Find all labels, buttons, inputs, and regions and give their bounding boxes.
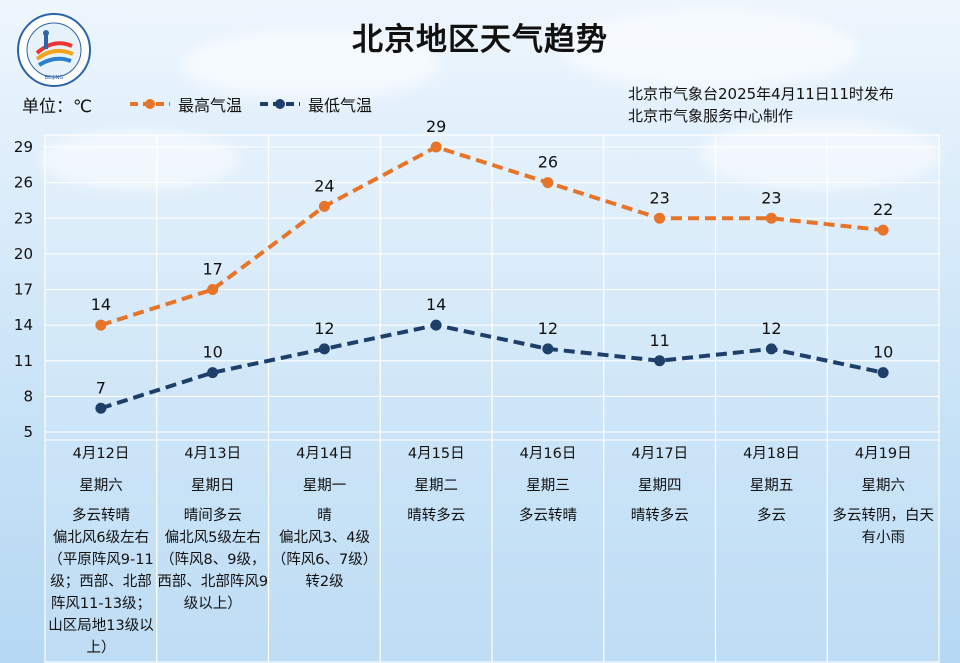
day-wind: 偏北风3、4级（阵风6、7级）转2级 <box>271 530 378 590</box>
data-label: 24 <box>314 176 334 195</box>
data-label: 12 <box>761 319 781 338</box>
day-column: 4月19日星期六多云转阴，白天有小雨 <box>827 440 939 549</box>
legend-high-label: 最高气温 <box>178 96 243 115</box>
day-wind: 偏北风5级左右（阵风8、9级，西部、北部阵风9级以上） <box>157 530 269 612</box>
cloud-decoration <box>180 30 440 100</box>
publisher-line-2: 北京市气象服务中心制作 <box>628 107 794 125</box>
y-tick-label: 20 <box>14 245 33 263</box>
day-weather: 晴 <box>317 508 332 524</box>
data-point <box>207 284 219 295</box>
day-date: 4月18日 <box>743 446 800 462</box>
day-column: 4月12日星期六多云转晴偏北风6级左右（平原阵风9-11级；西部、北部阵风11-… <box>45 440 157 659</box>
data-label: 23 <box>761 188 781 207</box>
day-weather: 多云 <box>757 508 786 524</box>
day-date: 4月17日 <box>631 446 689 462</box>
data-point <box>765 212 777 224</box>
day-weather: 晴转多云 <box>630 508 689 524</box>
data-label: 14 <box>91 295 111 314</box>
data-point <box>318 343 330 355</box>
data-point <box>430 141 442 153</box>
cloud-decoration <box>700 120 940 190</box>
y-tick-label: 17 <box>14 281 33 299</box>
series-line-high <box>100 145 884 328</box>
legend-low-temp: 最低气温 <box>258 92 372 116</box>
data-label: 29 <box>426 117 446 136</box>
y-tick-label: 26 <box>14 174 33 192</box>
data-label: 12 <box>314 319 334 338</box>
y-tick-label: 8 <box>23 387 33 405</box>
day-weekday: 星期日 <box>191 478 235 494</box>
day-column: 4月14日星期一晴偏北风3、4级（阵风6、7级）转2级 <box>269 440 381 593</box>
day-date: 4月14日 <box>296 446 353 462</box>
day-date: 4月16日 <box>519 446 577 462</box>
data-label: 7 <box>96 378 106 397</box>
day-column: 4月17日星期四晴转多云 <box>604 440 716 527</box>
data-label: 26 <box>538 153 558 172</box>
day-weather: 多云转晴 <box>72 508 130 524</box>
data-label: 17 <box>202 260 222 279</box>
data-point <box>542 177 554 189</box>
legend-high-temp: 最高气温 <box>128 92 242 116</box>
data-label: 14 <box>426 295 446 314</box>
day-weekday: 星期二 <box>414 478 459 494</box>
series-line-low <box>100 323 884 411</box>
day-wind: 偏北风6级左右（平原阵风9-11级；西部、北部阵风11-13级；山区局地13级以… <box>48 530 154 656</box>
day-column: 4月15日星期二晴转多云 <box>380 440 492 527</box>
publisher-line-1: 北京市气象台2025年4月11日11时发布 <box>628 85 894 103</box>
data-label: 23 <box>649 188 669 207</box>
day-date: 4月15日 <box>407 446 465 462</box>
day-column: 4月16日星期三多云转晴 <box>492 440 604 527</box>
day-weather: 晴间多云 <box>183 508 242 524</box>
data-point <box>542 343 554 355</box>
legend-high-swatch <box>130 99 170 109</box>
day-weekday: 星期一 <box>302 478 347 494</box>
day-column: 4月18日星期五多云 <box>716 440 828 527</box>
day-weekday: 星期三 <box>526 478 570 494</box>
unit-label: 单位：℃ <box>22 97 93 117</box>
y-tick-label: 23 <box>14 209 33 227</box>
day-weather: 多云转晴 <box>519 508 577 524</box>
cloud-decoration <box>40 130 240 190</box>
meteorological-service-logo: BEIJING <box>17 13 91 87</box>
day-column: 4月13日星期日晴间多云偏北风5级左右（阵风8、9级，西部、北部阵风9级以上） <box>157 440 269 615</box>
data-point <box>318 200 330 212</box>
data-point <box>430 319 442 331</box>
y-tick-label: 14 <box>14 316 33 334</box>
legend-low-label: 最低气温 <box>308 96 373 115</box>
data-point <box>207 367 219 379</box>
data-point <box>95 319 107 331</box>
day-weather: 多云转阴，白天有小雨 <box>832 508 935 546</box>
y-tick-label: 11 <box>14 352 33 370</box>
day-weekday: 星期六 <box>861 478 906 494</box>
svg-text:BEIJING: BEIJING <box>45 75 64 81</box>
data-label: 22 <box>873 200 893 219</box>
data-point <box>877 224 889 236</box>
data-label: 10 <box>873 343 893 362</box>
data-point <box>654 355 666 367</box>
day-weather: 晴转多云 <box>407 508 466 524</box>
y-tick-label: 5 <box>23 423 33 441</box>
data-point <box>765 343 777 355</box>
page-title: 北京地区天气趋势 <box>352 22 608 58</box>
data-point <box>95 402 107 414</box>
day-date: 4月13日 <box>184 446 242 462</box>
legend-low-swatch <box>260 99 300 109</box>
day-date: 4月19日 <box>854 446 912 462</box>
cloud-decoration <box>560 10 860 90</box>
day-weekday: 星期五 <box>749 478 794 494</box>
data-point <box>877 367 889 379</box>
day-weekday: 星期六 <box>79 478 123 494</box>
data-point <box>654 212 666 224</box>
day-weekday: 星期四 <box>638 478 682 494</box>
day-date: 4月12日 <box>72 446 130 462</box>
data-label: 10 <box>202 343 222 362</box>
data-label: 12 <box>538 319 558 338</box>
y-tick-label: 29 <box>14 138 33 156</box>
data-label: 11 <box>649 331 669 350</box>
